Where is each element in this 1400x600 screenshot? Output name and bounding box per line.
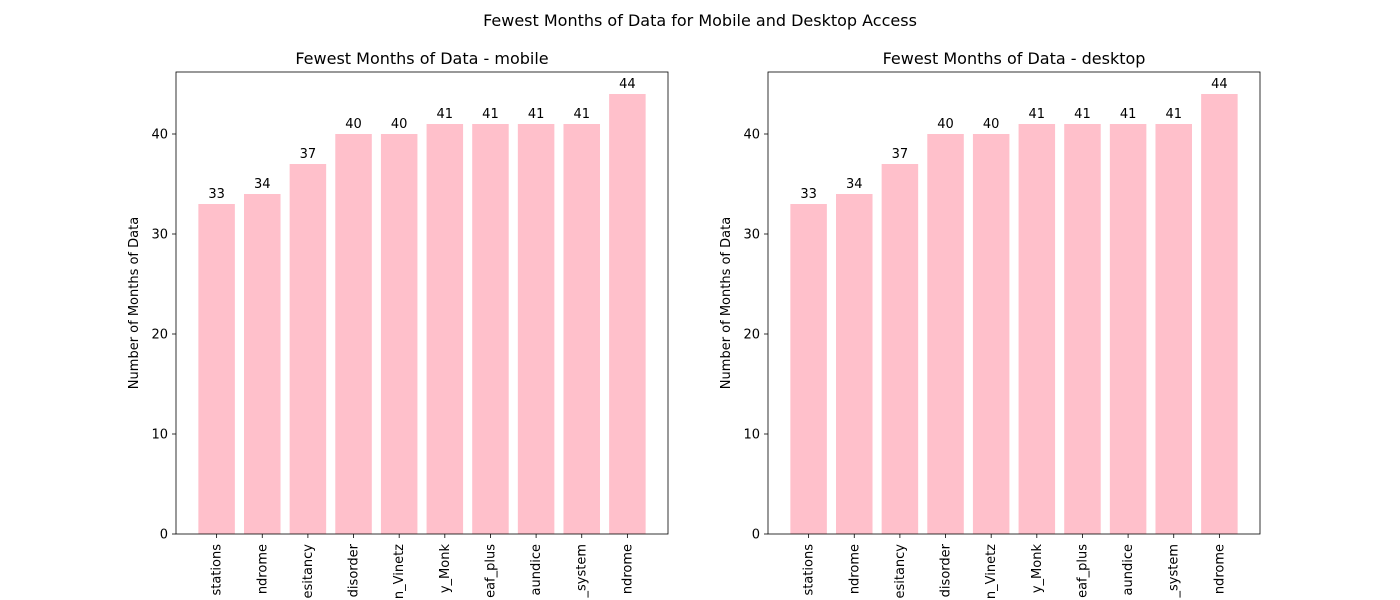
- mobile-x-tick-label-7: eaf_plus: [483, 544, 498, 598]
- mobile-x-tick-label-9: _system: [575, 544, 590, 599]
- desktop-x-tick-label-6: y_Monk: [1030, 544, 1045, 594]
- mobile-bar-3: [289, 164, 327, 534]
- desktop-x-tick-label-9: _system: [1167, 544, 1182, 599]
- mobile-bar-2: [244, 194, 281, 534]
- mobile-bar-9: [563, 124, 600, 534]
- desktop-data-label-3: 37: [892, 147, 909, 162]
- desktop-bar-4: [927, 134, 964, 534]
- desktop-axes-frame: [767, 71, 1261, 535]
- mobile-bar-5: [380, 134, 418, 534]
- desktop-data-label-2: 34: [846, 177, 863, 192]
- mobile-x-tick-label-10: ndrome: [620, 544, 635, 594]
- mobile-bar-6: [426, 124, 464, 534]
- desktop-bar-5: [972, 134, 1010, 534]
- mobile-data-label-2: 34: [254, 177, 271, 192]
- desktop-x-tick-label-10: ndrome: [1212, 544, 1227, 594]
- desktop-data-label-4: 40: [937, 117, 954, 132]
- mobile-data-label-5: 40: [391, 117, 408, 132]
- desktop-y-tick-label-2: 20: [743, 328, 760, 343]
- mobile-x-tick-label-6: y_Monk: [438, 544, 453, 594]
- desktop-data-label-8: 41: [1120, 107, 1137, 122]
- mobile-data-label-6: 41: [437, 107, 454, 122]
- desktop-bar-chart: Fewest Months of Data - desktop 33 station…: [719, 49, 1261, 599]
- desktop-x-tick-label-3: esitancy: [893, 544, 908, 599]
- mobile-axes-frame: [175, 71, 669, 535]
- mobile-bar-8: [517, 124, 555, 534]
- mobile-bar-7: [472, 124, 509, 534]
- desktop-data-label-10: 44: [1211, 77, 1228, 92]
- desktop-data-label-9: 41: [1165, 107, 1182, 122]
- mobile-bar-chart: Fewest Months of Data - mobile 33 stations…: [127, 49, 669, 599]
- mobile-y-tick-label-4: 40: [151, 128, 168, 143]
- desktop-x-tick-label-4: disorder: [939, 543, 954, 597]
- mobile-x-tick-label-1: stations: [210, 544, 225, 596]
- desktop-x-tick-label-5: n_Vinetz: [984, 544, 999, 599]
- desktop-x-tick-label-7: eaf_plus: [1075, 544, 1090, 598]
- desktop-bar-1: [790, 204, 827, 534]
- desktop-x-tick-label-2: ndrome: [847, 544, 862, 594]
- desktop-y-tick-label-4: 40: [743, 128, 760, 143]
- mobile-x-tick-label-8: aundice: [529, 544, 544, 595]
- mobile-x-tick-label-3: esitancy: [301, 544, 316, 599]
- mobile-bar-4: [335, 134, 372, 534]
- desktop-x-tick-label-8: aundice: [1121, 544, 1136, 595]
- desktop-bar-2: [836, 194, 873, 534]
- mobile-chart-title: Fewest Months of Data - mobile: [295, 49, 548, 68]
- mobile-y-axis-label: Number of Months of Data: [127, 217, 142, 389]
- desktop-data-label-1: 33: [800, 187, 817, 202]
- figure-title: Fewest Months of Data for Mobile and Des…: [483, 11, 917, 30]
- desktop-chart-title: Fewest Months of Data - desktop: [883, 49, 1146, 68]
- desktop-y-axis-label: Number of Months of Data: [719, 217, 734, 389]
- desktop-bar-7: [1064, 124, 1101, 534]
- mobile-data-label-9: 41: [573, 107, 590, 122]
- desktop-bar-6: [1018, 124, 1056, 534]
- mobile-bar-1: [198, 204, 235, 534]
- desktop-data-label-5: 40: [983, 117, 1000, 132]
- mobile-x-tick-label-2: ndrome: [255, 544, 270, 594]
- desktop-y-tick-label-1: 10: [743, 428, 760, 443]
- desktop-bar-10: [1201, 94, 1238, 534]
- mobile-data-label-3: 37: [300, 147, 317, 162]
- mobile-y-tick-label-2: 20: [151, 328, 168, 343]
- desktop-bar-3: [881, 164, 919, 534]
- mobile-data-label-10: 44: [619, 77, 636, 92]
- mobile-data-label-8: 41: [528, 107, 545, 122]
- desktop-bar-9: [1155, 124, 1192, 534]
- mobile-y-tick-label-0: 0: [160, 528, 168, 543]
- mobile-y-tick-label-3: 30: [151, 228, 168, 243]
- desktop-data-label-7: 41: [1074, 107, 1091, 122]
- mobile-y-tick-label-1: 10: [151, 428, 168, 443]
- desktop-x-tick-label-1: stations: [802, 544, 817, 596]
- mobile-data-label-1: 33: [208, 187, 225, 202]
- desktop-y-tick-label-0: 0: [752, 528, 760, 543]
- mobile-data-label-7: 41: [482, 107, 499, 122]
- mobile-x-tick-label-4: disorder: [347, 543, 362, 597]
- mobile-bar-10: [609, 94, 646, 534]
- mobile-x-tick-label-5: n_Vinetz: [392, 544, 407, 599]
- desktop-y-tick-label-3: 30: [743, 228, 760, 243]
- mobile-data-label-4: 40: [345, 117, 362, 132]
- desktop-bar-8: [1109, 124, 1147, 534]
- desktop-data-label-6: 41: [1029, 107, 1046, 122]
